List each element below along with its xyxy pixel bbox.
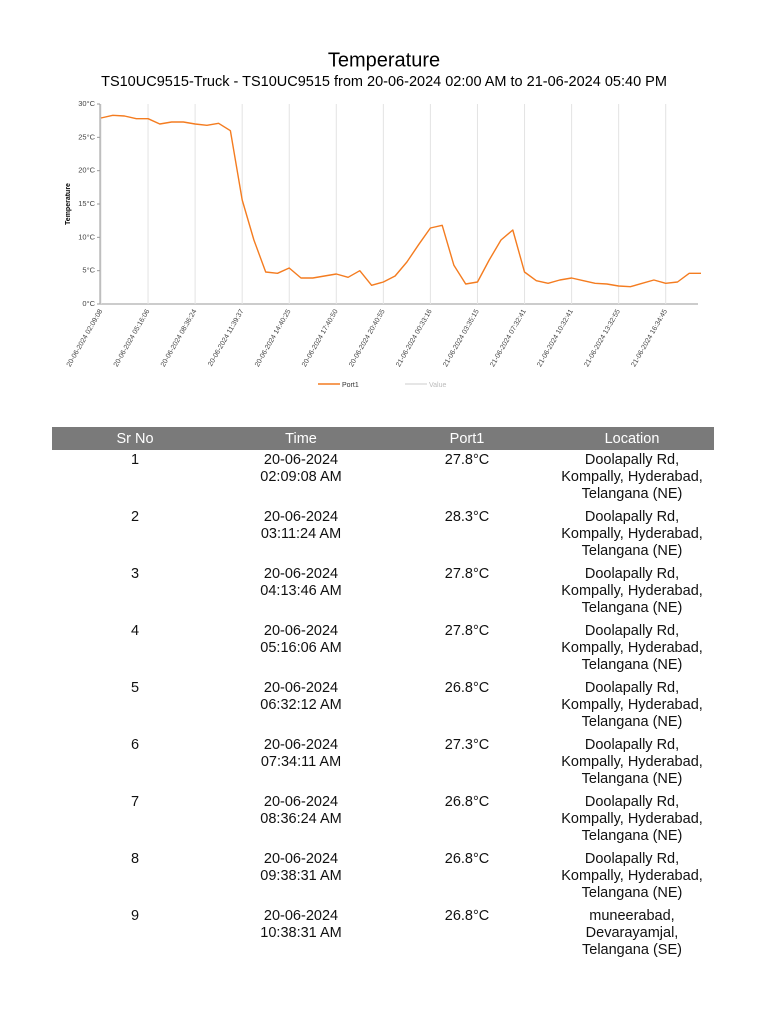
chart: Temperature TS10UC9515-Truck - TS10UC951…: [65, 49, 701, 389]
table-cell: 20-06-2024 10:38:31 AM: [260, 908, 342, 941]
table-cell: 27.3°C: [444, 737, 490, 753]
table-cell: 6: [130, 737, 140, 753]
table-row: 2 20-06-2024 03:11:24 AM 28.3°C Doolapally …: [52, 507, 714, 564]
y-tick-label: 15°C: [78, 199, 95, 208]
table-cell: 27.8°C: [444, 623, 490, 639]
table-cell: 3: [130, 566, 140, 582]
table-cell: Doolapally Rd, Kompally, Hyderabad, Tela…: [561, 680, 703, 730]
table-row: 7 20-06-2024 08:36:24 AM 26.8°C Doolapally …: [52, 792, 714, 849]
data-table: Sr No Time Port1 Location 1 20-06-2024 02:09:…: [52, 427, 714, 963]
chart-title: Temperature: [328, 49, 440, 71]
table-cell: 1: [130, 452, 140, 468]
table-cell: 26.8°C: [444, 680, 490, 696]
table-cell: Doolapally Rd, Kompally, Hyderabad, Tela…: [561, 509, 703, 559]
x-tick-label: 21-06-2024 10:32:41: [536, 308, 575, 368]
legend-label: Value: [429, 382, 446, 389]
table-cell: 20-06-2024 07:34:11 AM: [260, 737, 342, 770]
x-tick-label: 20-06-2024 11:39:37: [207, 308, 245, 367]
table-cell: 20-06-2024 09:38:31 AM: [260, 851, 342, 884]
table-cell: 8: [130, 851, 140, 867]
table-row: 4 20-06-2024 05:16:06 AM 27.8°C Doolapally …: [52, 621, 714, 678]
column-header: Location: [550, 427, 714, 450]
table-cell: Doolapally Rd, Kompally, Hyderabad, Tela…: [561, 566, 703, 616]
y-tick-label: 0°C: [82, 299, 95, 308]
table-cell: 2: [130, 509, 140, 525]
chart-subtitle: TS10UC9515-Truck - TS10UC9515 from 20-06…: [101, 74, 667, 90]
table-cell: muneerabad, Devarayamjal, Telangana (SE): [582, 908, 682, 958]
table-cell: 27.8°C: [444, 452, 490, 468]
table-row: 5 20-06-2024 06:32:12 AM 26.8°C Doolapally …: [52, 678, 714, 735]
x-tick-label: 20-06-2024 20:40:55: [348, 308, 387, 368]
table-cell: 26.8°C: [444, 908, 490, 924]
table-cell: 20-06-2024 06:32:12 AM: [260, 680, 342, 713]
x-tick-label: 20-06-2024 05:16:06: [113, 308, 152, 368]
table-cell: 20-06-2024 08:36:24 AM: [260, 794, 342, 827]
table-cell: 20-06-2024 03:11:24 AM: [260, 509, 342, 542]
x-tick-label: 20-06-2024 14:40:25: [254, 308, 293, 368]
x-tick-label: 21-06-2024 16:34:45: [630, 308, 669, 368]
table-cell: Doolapally Rd, Kompally, Hyderabad, Tela…: [561, 737, 703, 787]
table-cell: Doolapally Rd, Kompally, Hyderabad, Tela…: [561, 623, 703, 673]
table-cell: 7: [130, 794, 140, 810]
y-axis-label: Temperature: [65, 183, 72, 225]
table-cell: 28.3°C: [444, 509, 490, 525]
table-row: 9 20-06-2024 10:38:31 AM 26.8°C muneerabad,…: [52, 906, 714, 963]
x-tick-label: 20-06-2024 02:09:08: [66, 308, 105, 368]
y-tick-label: 25°C: [78, 132, 95, 141]
table-cell: 9: [130, 908, 140, 924]
table-cell: 5: [130, 680, 140, 696]
table-row: 8 20-06-2024 09:38:31 AM 26.8°C Doolapally …: [52, 849, 714, 906]
table-cell: 27.8°C: [444, 566, 490, 582]
table-cell: 4: [130, 623, 140, 639]
table-cell: Doolapally Rd, Kompally, Hyderabad, Tela…: [561, 794, 703, 844]
y-tick-label: 20°C: [78, 166, 95, 175]
y-tick-label: 5°C: [82, 266, 95, 275]
table-cell: Doolapally Rd, Kompally, Hyderabad, Tela…: [561, 851, 703, 901]
legend-label: Port1: [342, 382, 359, 389]
table-cell: 20-06-2024 02:09:08 AM: [260, 452, 342, 485]
table-cell: 20-06-2024 05:16:06 AM: [260, 623, 342, 656]
table-row: 1 20-06-2024 02:09:08 AM 27.8°C Doolapally …: [52, 450, 714, 507]
y-tick-label: 30°C: [78, 99, 95, 108]
x-tick-label: 21-06-2024 13:32:55: [583, 308, 622, 368]
table-cell: 26.8°C: [444, 794, 490, 810]
x-tick-label: 20-06-2024 17:40:50: [301, 308, 340, 368]
x-tick-label: 21-06-2024 00:33:16: [395, 308, 434, 368]
table-row: 3 20-06-2024 04:13:46 AM 27.8°C Doolapally …: [52, 564, 714, 621]
table-cell: 20-06-2024 04:13:46 AM: [260, 566, 342, 599]
table-cell: 26.8°C: [444, 851, 490, 867]
x-tick-label: 21-06-2024 07:32:41: [489, 308, 528, 368]
x-tick-label: 20-06-2024 08:36:24: [160, 308, 199, 368]
column-header: Time: [218, 427, 384, 450]
series-line: [100, 114, 701, 288]
x-tick-label: 21-06-2024 03:35:15: [442, 308, 481, 368]
table-row: 6 20-06-2024 07:34:11 AM 27.3°C Doolapally …: [52, 735, 714, 792]
table-cell: Doolapally Rd, Kompally, Hyderabad, Tela…: [561, 452, 703, 502]
column-header: Port1: [384, 427, 550, 450]
column-header: Sr No: [52, 427, 218, 450]
y-tick-label: 10°C: [78, 232, 95, 241]
